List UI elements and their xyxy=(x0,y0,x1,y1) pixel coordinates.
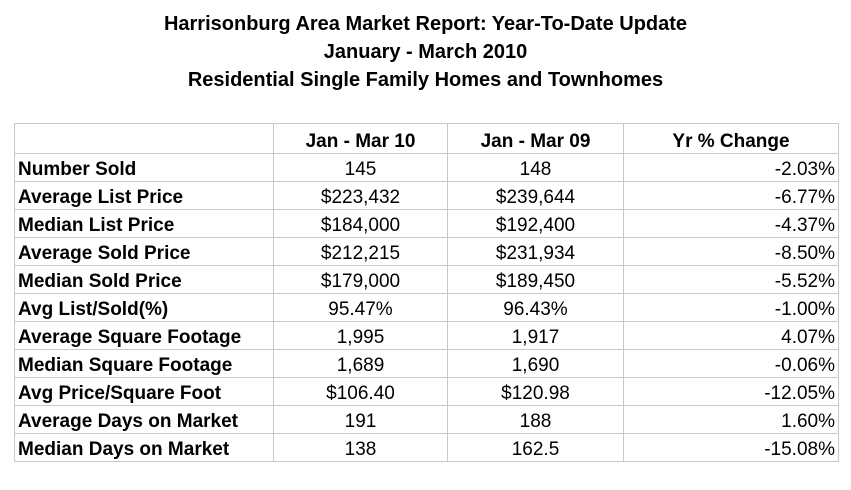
metric-label: Avg List/Sold(%) xyxy=(14,293,274,322)
report-header: Harrisonburg Area Market Report: Year-To… xyxy=(0,10,851,94)
prior-period-value: $120.98 xyxy=(447,377,624,406)
prior-period-value: $189,450 xyxy=(447,265,624,294)
current-period-value: 191 xyxy=(273,405,448,434)
prior-period-value: $239,644 xyxy=(447,181,624,210)
metric-label: Median List Price xyxy=(14,209,274,238)
table-row: Average Sold Price $212,215 $231,934 -8.50% xyxy=(14,237,839,266)
metric-label: Median Days on Market xyxy=(14,433,274,462)
current-period-value: $179,000 xyxy=(273,265,448,294)
table-row: Avg List/Sold(%) 95.47% 96.43% -1.00% xyxy=(14,293,839,322)
prior-period-value: 1,690 xyxy=(447,349,624,378)
prior-period-value: 148 xyxy=(447,153,624,182)
metric-label: Median Square Footage xyxy=(14,349,274,378)
current-period-value: $106.40 xyxy=(273,377,448,406)
column-header-metric xyxy=(14,123,274,154)
yr-change-value: -1.00% xyxy=(623,293,839,322)
market-stats-table: Jan - Mar 10 Jan - Mar 09 Yr % Change Nu… xyxy=(14,123,839,462)
table-row: Median Square Footage 1,689 1,690 -0.06% xyxy=(14,349,839,378)
report-subtitle: Residential Single Family Homes and Town… xyxy=(187,69,664,91)
column-header-yr-change: Yr % Change xyxy=(623,123,839,154)
report-period: January - March 2010 xyxy=(323,41,528,63)
prior-period-value: $192,400 xyxy=(447,209,624,238)
prior-period-value: 188 xyxy=(447,405,624,434)
prior-period-value: 1,917 xyxy=(447,321,624,350)
table-body: Number Sold 145 148 -2.03% Average List Pric… xyxy=(14,153,839,462)
metric-label: Avg Price/Square Foot xyxy=(14,377,274,406)
table-row: Number Sold 145 148 -2.03% xyxy=(14,153,839,182)
yr-change-value: -8.50% xyxy=(623,237,839,266)
table-row: Average Square Footage 1,995 1,917 4.07% xyxy=(14,321,839,350)
table-row: Avg Price/Square Foot $106.40 $120.98 -12.0… xyxy=(14,377,839,406)
prior-period-value: 162.5 xyxy=(447,433,624,462)
current-period-value: 138 xyxy=(273,433,448,462)
report-title: Harrisonburg Area Market Report: Year-To… xyxy=(163,13,688,35)
yr-change-value: -5.52% xyxy=(623,265,839,294)
current-period-value: $212,215 xyxy=(273,237,448,266)
table-row: Median List Price $184,000 $192,400 -4.37% xyxy=(14,209,839,238)
table-row: Average Days on Market 191 188 1.60% xyxy=(14,405,839,434)
prior-period-value: $231,934 xyxy=(447,237,624,266)
current-period-value: 1,689 xyxy=(273,349,448,378)
yr-change-value: -6.77% xyxy=(623,181,839,210)
table-header-row: Jan - Mar 10 Jan - Mar 09 Yr % Change xyxy=(14,123,839,154)
yr-change-value: -4.37% xyxy=(623,209,839,238)
prior-period-value: 96.43% xyxy=(447,293,624,322)
metric-label: Average Days on Market xyxy=(14,405,274,434)
yr-change-value: -15.08% xyxy=(623,433,839,462)
yr-change-value: -12.05% xyxy=(623,377,839,406)
current-period-value: $184,000 xyxy=(273,209,448,238)
current-period-value: 95.47% xyxy=(273,293,448,322)
yr-change-value: -0.06% xyxy=(623,349,839,378)
table-row: Median Days on Market 138 162.5 -15.08% xyxy=(14,433,839,462)
metric-label: Average Sold Price xyxy=(14,237,274,266)
column-header-prior-period: Jan - Mar 09 xyxy=(447,123,624,154)
column-header-current-period: Jan - Mar 10 xyxy=(273,123,448,154)
current-period-value: 1,995 xyxy=(273,321,448,350)
table-row: Average List Price $223,432 $239,644 -6.77% xyxy=(14,181,839,210)
metric-label: Average Square Footage xyxy=(14,321,274,350)
metric-label: Median Sold Price xyxy=(14,265,274,294)
yr-change-value: 4.07% xyxy=(623,321,839,350)
current-period-value: 145 xyxy=(273,153,448,182)
yr-change-value: -2.03% xyxy=(623,153,839,182)
current-period-value: $223,432 xyxy=(273,181,448,210)
table-row: Median Sold Price $179,000 $189,450 -5.52% xyxy=(14,265,839,294)
metric-label: Number Sold xyxy=(14,153,274,182)
metric-label: Average List Price xyxy=(14,181,274,210)
yr-change-value: 1.60% xyxy=(623,405,839,434)
